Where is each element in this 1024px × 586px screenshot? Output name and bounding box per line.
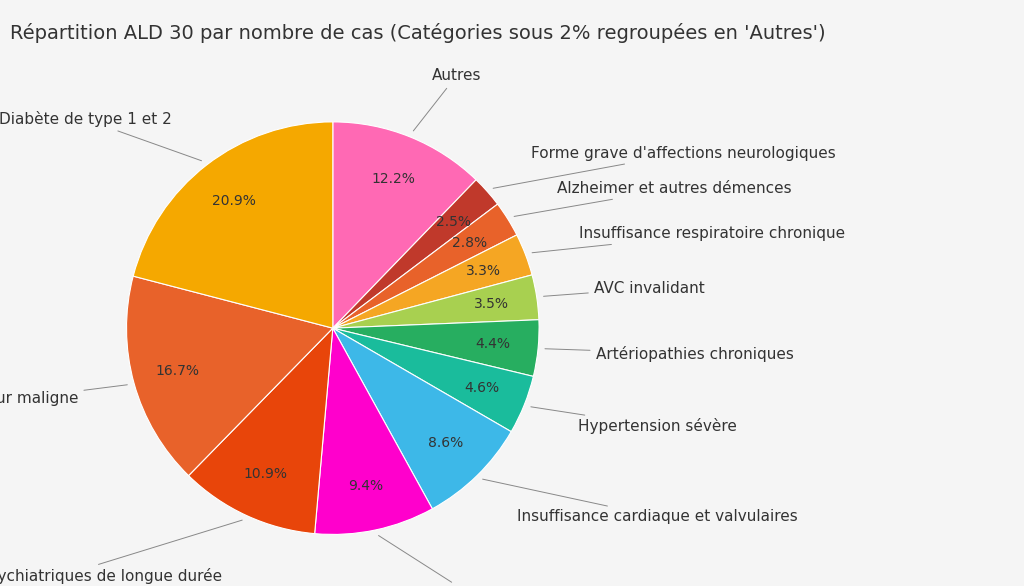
- Text: Forme grave d'affections neurologiques: Forme grave d'affections neurologiques: [494, 146, 836, 188]
- Text: 12.2%: 12.2%: [371, 172, 415, 186]
- Wedge shape: [333, 320, 539, 376]
- Text: AVC invalidant: AVC invalidant: [544, 281, 705, 297]
- Text: 8.6%: 8.6%: [428, 436, 463, 450]
- Text: Alzheimer et autres démences: Alzheimer et autres démences: [514, 181, 792, 216]
- Text: Autres: Autres: [414, 69, 481, 131]
- Wedge shape: [333, 328, 534, 432]
- Text: Diabète de type 1 et 2: Diabète de type 1 et 2: [0, 111, 202, 161]
- Text: Répartition ALD 30 par nombre de cas (Catégories sous 2% regroupées en 'Autres'): Répartition ALD 30 par nombre de cas (Ca…: [10, 23, 826, 43]
- Text: 2.5%: 2.5%: [436, 214, 471, 229]
- Text: Insuffisance cardiaque et valvulaires: Insuffisance cardiaque et valvulaires: [482, 479, 798, 524]
- Wedge shape: [333, 275, 539, 328]
- Wedge shape: [127, 276, 333, 476]
- Wedge shape: [333, 122, 476, 328]
- Text: 4.6%: 4.6%: [465, 381, 500, 395]
- Text: Affections psychiatriques de longue durée: Affections psychiatriques de longue duré…: [0, 520, 243, 584]
- Text: Tumeur maligne: Tumeur maligne: [0, 385, 127, 406]
- Text: 4.4%: 4.4%: [475, 337, 510, 351]
- Text: 9.4%: 9.4%: [348, 479, 384, 493]
- Wedge shape: [333, 204, 517, 328]
- Text: 10.9%: 10.9%: [244, 467, 288, 481]
- Text: Insuffisance respiratoire chronique: Insuffisance respiratoire chronique: [532, 226, 846, 253]
- Text: 3.5%: 3.5%: [474, 297, 509, 311]
- Wedge shape: [133, 122, 333, 328]
- Text: 16.7%: 16.7%: [156, 364, 200, 378]
- Text: 2.8%: 2.8%: [452, 236, 487, 250]
- Wedge shape: [314, 328, 432, 534]
- Wedge shape: [333, 180, 498, 328]
- Text: Artériopathies chroniques: Artériopathies chroniques: [545, 346, 794, 362]
- Wedge shape: [188, 328, 333, 534]
- Text: Maladie coronarienne: Maladie coronarienne: [379, 536, 553, 586]
- Text: Hypertension sévère: Hypertension sévère: [530, 407, 737, 434]
- Wedge shape: [333, 328, 511, 509]
- Text: 20.9%: 20.9%: [213, 194, 256, 208]
- Text: 3.3%: 3.3%: [466, 264, 501, 278]
- Wedge shape: [333, 235, 532, 328]
